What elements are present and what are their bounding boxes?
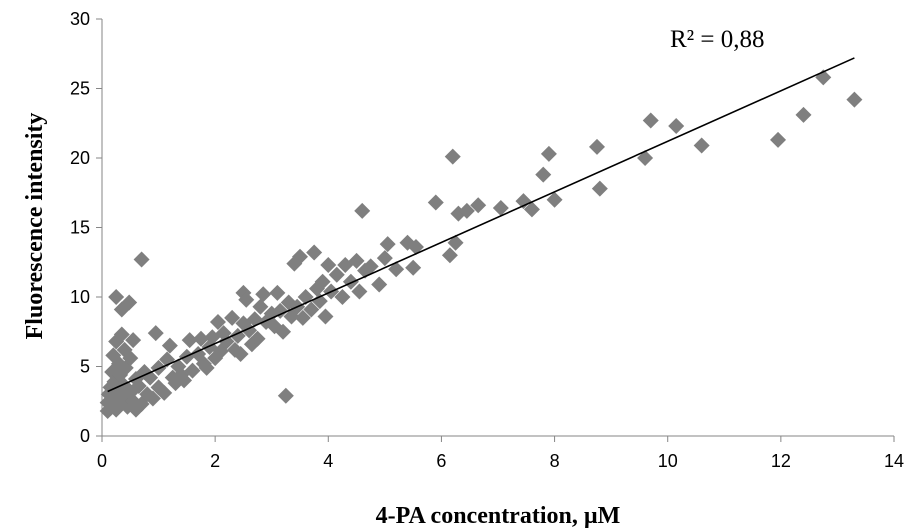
data-point: [637, 150, 654, 166]
x-tick-label: 14: [884, 451, 904, 471]
data-point: [108, 289, 125, 305]
data-point: [277, 387, 294, 404]
data-point: [795, 106, 812, 123]
data-point: [125, 332, 142, 349]
data-point: [176, 372, 193, 389]
r-squared-annotation: R² = 0,88: [670, 26, 765, 53]
data-point: [770, 131, 787, 148]
x-axis-title: 4-PA concentration, µM: [376, 503, 621, 529]
data-point: [354, 202, 371, 219]
data-point: [320, 257, 337, 274]
data-point: [388, 261, 405, 278]
data-point: [156, 384, 173, 401]
x-tick-label: 10: [658, 451, 678, 471]
data-point: [161, 337, 178, 354]
data-point: [334, 289, 351, 305]
x-tick-label: 2: [210, 451, 220, 471]
data-point: [249, 330, 266, 347]
data-point: [150, 359, 167, 376]
data-point: [427, 194, 444, 211]
x-tick-label: 8: [550, 451, 560, 471]
data-point: [275, 323, 292, 340]
data-point: [198, 359, 215, 376]
y-tick-label: 20: [70, 148, 90, 168]
data-point: [441, 247, 458, 264]
data-point: [224, 309, 241, 326]
data-point: [444, 148, 461, 165]
data-point: [342, 273, 359, 290]
y-tick-label: 15: [70, 218, 90, 238]
data-point: [184, 362, 201, 379]
data-point: [209, 314, 226, 331]
data-point: [470, 197, 487, 214]
data-point: [121, 294, 138, 311]
data-point: [252, 298, 269, 315]
data-point: [133, 251, 150, 268]
data-point: [447, 234, 464, 251]
data-point: [668, 118, 685, 135]
x-tick-label: 4: [323, 451, 333, 471]
y-tick-label: 10: [70, 287, 90, 307]
data-point: [371, 276, 388, 293]
data-point: [122, 350, 139, 367]
x-tick-label: 6: [436, 451, 446, 471]
data-point: [405, 259, 422, 276]
data-point: [241, 322, 258, 339]
data-point: [351, 283, 368, 300]
x-tick-label: 12: [771, 451, 791, 471]
data-point: [376, 250, 393, 267]
data-point: [238, 291, 255, 308]
y-axis: 0 5 10 15 20 25 30: [70, 9, 103, 446]
data-point: [693, 137, 710, 154]
data-point: [591, 180, 608, 197]
data-point: [292, 248, 308, 265]
data-point: [269, 284, 286, 301]
data-point: [407, 238, 424, 255]
data-point: [362, 258, 379, 275]
data-point: [546, 191, 563, 208]
data-point: [181, 332, 198, 349]
data-point: [328, 266, 345, 283]
data-point: [348, 252, 365, 269]
x-axis: 0 2 4 6 8 10 12 14: [97, 435, 904, 471]
data-point: [540, 145, 557, 162]
data-point: [272, 302, 289, 319]
data-point: [589, 138, 605, 155]
data-point: [130, 377, 147, 394]
data-point: [846, 91, 863, 108]
data-point: [317, 308, 334, 325]
data-point: [314, 273, 331, 290]
data-point: [642, 112, 659, 129]
data-point: [379, 236, 396, 253]
data-point: [193, 330, 209, 347]
y-tick-label: 0: [80, 426, 90, 446]
trendline: [107, 57, 855, 393]
y-tick-label: 5: [80, 357, 90, 377]
data-point: [147, 325, 164, 342]
y-axis-title: Fluorescence intensity: [22, 113, 48, 340]
data-point: [294, 309, 311, 326]
data-point: [311, 293, 328, 310]
data-point: [144, 390, 161, 407]
data-point: [458, 202, 475, 219]
data-points: [99, 69, 863, 419]
data-point: [492, 200, 509, 217]
x-tick-label: 0: [97, 451, 107, 471]
data-point: [113, 326, 130, 343]
data-point: [255, 286, 272, 303]
data-point: [232, 345, 249, 362]
trendline-group: [107, 57, 855, 393]
y-tick-label: 25: [70, 79, 90, 99]
data-point: [306, 244, 323, 261]
data-point: [523, 201, 540, 218]
y-tick-label: 30: [70, 9, 90, 29]
data-point: [515, 193, 532, 210]
data-point: [535, 166, 552, 183]
data-point: [303, 301, 320, 318]
